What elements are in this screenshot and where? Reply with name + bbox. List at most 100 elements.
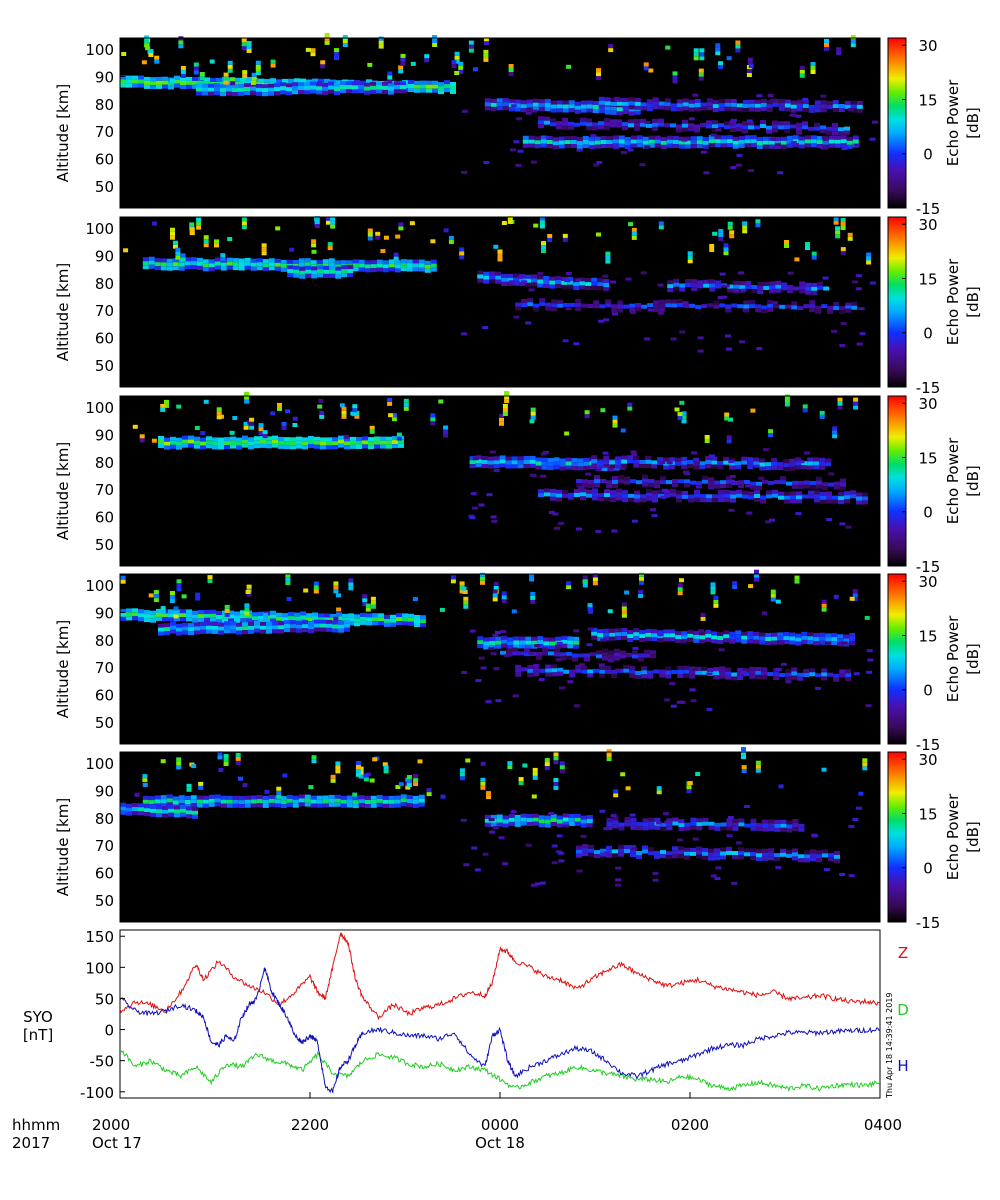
echo-cell (599, 665, 606, 670)
panel-frame (119, 37, 881, 209)
echo-cell (798, 140, 805, 145)
echo-cell (426, 788, 432, 793)
echo-cell (305, 273, 312, 278)
echo-cell (334, 87, 340, 92)
echo-cell (724, 106, 731, 111)
echo-cell (274, 87, 280, 92)
echo-cell (525, 640, 532, 645)
echo-cell (687, 255, 693, 260)
echo-cell (329, 269, 336, 274)
echo-cell (403, 398, 409, 403)
echo-cell (507, 281, 514, 286)
echo-cell (347, 269, 354, 274)
echo-cell (616, 119, 622, 124)
y-tick-label: -100 (80, 1084, 114, 1102)
echo-cell (550, 822, 557, 827)
echo-cell (620, 151, 627, 155)
echo-cell (789, 632, 796, 637)
echo-cell (557, 671, 564, 676)
echo-cell (733, 280, 740, 285)
echo-cell (547, 458, 554, 463)
echo-cell (180, 81, 186, 85)
echo-cell (586, 643, 593, 647)
echo-cell (712, 120, 718, 125)
echo-cell (702, 817, 709, 822)
echo-cell (413, 782, 419, 787)
echo-cell (750, 856, 756, 861)
echo-cell (827, 672, 834, 677)
echo-cell (636, 480, 642, 485)
echo-cell (762, 448, 769, 452)
echo-cell (819, 465, 826, 470)
echo-cell (778, 641, 785, 645)
echo-cell (658, 493, 664, 498)
echo-cell (549, 645, 556, 650)
echo-cell (784, 240, 789, 244)
echo-cell (847, 232, 853, 237)
echo-cell (282, 613, 288, 618)
echo-cell (634, 498, 640, 503)
echo-cell (850, 490, 856, 495)
echo-cell (352, 796, 359, 801)
echo-cell (687, 633, 694, 638)
echo-cell (482, 326, 489, 330)
echo-cell (607, 609, 613, 614)
x-date-label: Oct 17 (92, 1134, 142, 1152)
echo-cell (736, 489, 742, 494)
echo-cell (586, 126, 592, 131)
echo-cell (711, 635, 718, 640)
echo-cell (656, 786, 662, 791)
echo-cell (216, 407, 222, 412)
echo-cell (216, 615, 222, 619)
echo-cell (718, 107, 725, 112)
echo-cell (334, 264, 341, 269)
echo-cell (224, 612, 230, 617)
echo-cell (304, 798, 311, 803)
echo-cell (278, 436, 284, 441)
echo-cell (350, 440, 356, 445)
echo-cell (255, 71, 261, 75)
echo-cell (394, 264, 401, 269)
echo-cell (532, 767, 538, 772)
echo-cell (756, 827, 763, 832)
echo-cell (615, 98, 621, 102)
echo-cell (186, 806, 192, 811)
echo-cell (624, 818, 631, 823)
echo-cell (158, 627, 164, 632)
echo-cell (596, 161, 603, 164)
echo-cell (329, 273, 336, 278)
echo-cell (120, 79, 126, 84)
echo-cell (600, 852, 606, 857)
colorbar-tick-label: 30 (918, 573, 937, 591)
echo-cell (688, 103, 695, 108)
echo-cell (504, 399, 510, 404)
echo-cell (347, 273, 354, 278)
echo-cell (507, 765, 513, 770)
colorbar-label: Echo Power (944, 258, 962, 345)
echo-cell (585, 278, 592, 283)
echo-cell (700, 612, 706, 617)
echo-cell (838, 500, 844, 505)
echo-cell (518, 781, 524, 786)
echo-cell (501, 639, 508, 644)
echo-cell (645, 628, 652, 633)
echo-cell (580, 121, 586, 126)
echo-cell (600, 408, 606, 413)
echo-cell (607, 467, 614, 471)
echo-cell (256, 87, 262, 92)
echo-cell (582, 583, 588, 588)
echo-cell (248, 441, 254, 446)
echo-cell (648, 825, 655, 830)
echo-cell (564, 136, 571, 141)
echo-layer-6 (500, 647, 656, 663)
echo-cell (420, 84, 426, 89)
echo-cell (658, 225, 664, 230)
echo-cell (342, 39, 348, 43)
echo-cell (737, 672, 744, 676)
echo-cell (732, 140, 739, 145)
echo-cell (706, 498, 712, 503)
echo-cell (533, 303, 540, 308)
y-tick-label: 70 (95, 659, 114, 677)
echo-cell (772, 489, 778, 494)
echo-cell (344, 627, 350, 632)
